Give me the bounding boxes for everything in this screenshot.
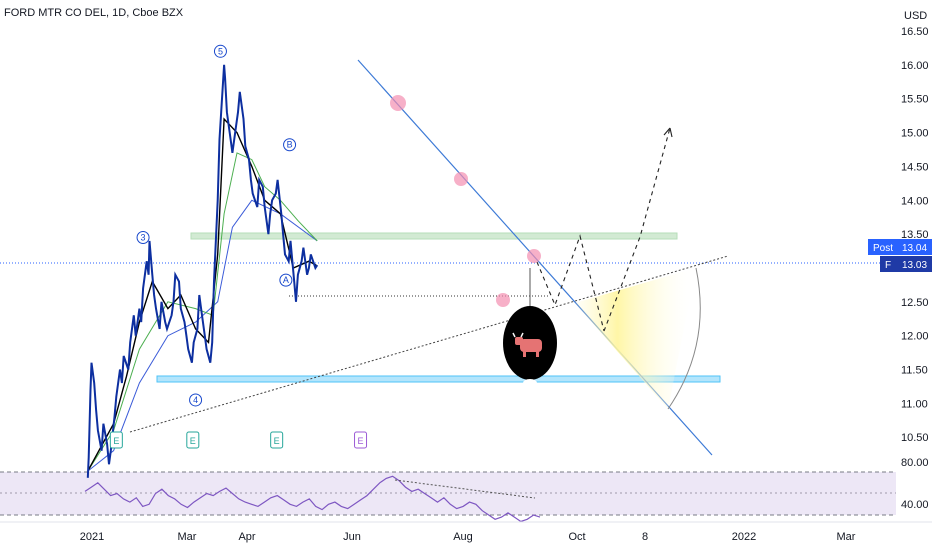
svg-text:E: E	[190, 436, 196, 446]
post-value: 13.04	[902, 243, 927, 254]
resistance-zone	[190, 232, 678, 240]
time-axis-labels: 2021 Mar Apr Jun Aug Oct 8 2022 Mar	[80, 531, 856, 543]
callout-anchor	[523, 379, 537, 387]
earnings-marker[interactable]: E	[186, 431, 200, 449]
rsi-pane	[0, 471, 896, 523]
support-zone	[156, 375, 721, 383]
time-tick-label: Aug	[453, 531, 473, 543]
post-label: Post	[873, 243, 893, 254]
wave-label: A	[279, 273, 293, 287]
last-value: 13.03	[902, 260, 927, 271]
wave-label: B	[283, 138, 297, 152]
last-price-badge: F 13.03	[880, 256, 932, 272]
rsi-tick-label: 80.00	[901, 457, 929, 469]
highlight-marker	[496, 293, 510, 307]
price-line	[86, 64, 319, 478]
chart-title: FORD MTR CO DEL, 1D, Cboe BZX	[4, 7, 184, 19]
wave-label: 3	[136, 230, 150, 244]
currency-label: USD	[904, 10, 927, 22]
svg-text:E: E	[358, 436, 364, 446]
time-tick-label: Apr	[238, 531, 255, 543]
svg-text:A: A	[283, 275, 289, 285]
wave-label: 4	[189, 393, 203, 407]
highlight-marker	[454, 172, 468, 186]
price-tick-label: 12.00	[901, 331, 929, 343]
projection-fan	[575, 268, 696, 409]
price-tick-label: 11.50	[901, 365, 928, 377]
time-axis	[0, 522, 932, 550]
price-tick-label: 14.50	[901, 161, 929, 173]
earnings-marker[interactable]: E	[109, 431, 123, 449]
price-tick-label: 16.50	[901, 26, 929, 38]
projection-path-long	[603, 127, 671, 332]
svg-text:B: B	[287, 140, 293, 150]
price-tick-label: 14.00	[901, 195, 929, 207]
earnings-marker[interactable]: E	[270, 431, 284, 449]
time-tick-label: Oct	[568, 531, 585, 543]
earnings-marker[interactable]: E	[354, 431, 368, 449]
price-tick-label: 11.00	[901, 398, 928, 410]
moving-average-slow	[87, 199, 318, 472]
price-scale	[896, 0, 932, 550]
projection-arrowhead	[663, 127, 673, 138]
price-tick-label: 12.50	[901, 297, 929, 309]
price-tick-label: 10.50	[901, 432, 929, 444]
rsi-tick-label: 40.00	[901, 499, 929, 511]
price-tick-label: 15.50	[901, 94, 929, 106]
wave-labels: 3 4 5 A B	[136, 44, 297, 407]
rsi-line	[84, 475, 541, 523]
time-tick-label: 8	[642, 531, 648, 543]
svg-text:4: 4	[193, 395, 198, 405]
svg-text:E: E	[113, 436, 119, 446]
wave-label: 5	[213, 44, 227, 58]
time-tick-label: Mar	[837, 531, 856, 543]
price-tick-label: 16.00	[901, 60, 929, 72]
rsi-divergence-line	[394, 479, 536, 499]
svg-text:5: 5	[218, 46, 223, 56]
symbol-label: F	[885, 260, 891, 271]
time-tick-label: 2021	[80, 531, 104, 543]
price-tick-label: 13.50	[901, 229, 929, 241]
price-tick-label: 15.00	[901, 128, 929, 140]
highlight-marker	[390, 95, 406, 111]
projection-path-short	[536, 234, 605, 332]
time-tick-label: Jun	[343, 531, 361, 543]
svg-text:3: 3	[141, 232, 146, 242]
time-tick-label: 2022	[732, 531, 756, 543]
svg-text:E: E	[274, 436, 280, 446]
projection-arc	[667, 267, 701, 410]
time-tick-label: Mar	[178, 531, 197, 543]
post-price-badge: Post 13.04	[868, 239, 932, 255]
bull-icon	[512, 332, 542, 357]
highlight-marker	[527, 249, 541, 263]
moving-average-fast	[87, 117, 318, 472]
